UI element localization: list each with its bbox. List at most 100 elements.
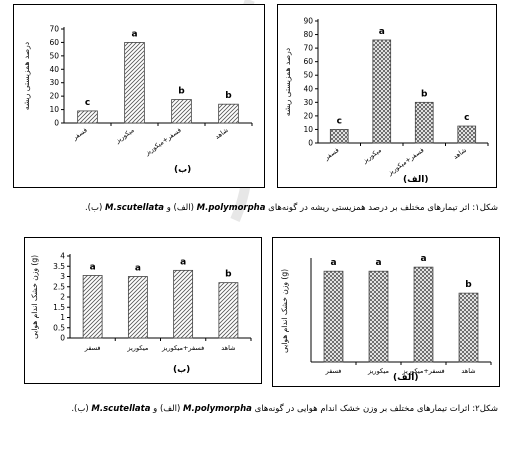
y-tick-label: 0	[60, 334, 65, 343]
x-category-label: شاهد	[461, 367, 475, 375]
significance-letter: a	[379, 27, 385, 37]
significance-letter: b	[421, 89, 428, 99]
x-category-label: فسفر+میکوریز	[143, 126, 183, 157]
x-category-label: فسفر	[70, 126, 88, 142]
bar	[368, 270, 389, 363]
species-a: M.polymorpha	[183, 404, 252, 414]
significance-letter: a	[375, 258, 381, 268]
y-tick-label: 0	[308, 139, 313, 148]
bar	[173, 269, 194, 339]
species-a: M.polymorpha	[196, 203, 266, 213]
species-b: M.scutellata	[91, 404, 151, 414]
y-tick-label: 30	[303, 98, 313, 107]
significance-letter: a	[180, 257, 186, 267]
caption-text: شکل۱: اثر تیمارهای مختلف بر درصد همزیستی…	[268, 203, 498, 213]
x-category-label: فسفر	[84, 344, 101, 352]
y-tick-label: 50	[49, 51, 59, 60]
bar	[77, 110, 98, 124]
y-axis-label: وزن خشک اندام هوایی (g)	[280, 269, 289, 353]
chart-fig1-alef: 0 10 20 30 40 50 60 70 80 90 درصد همزیستی ریشه c فسف…	[283, 17, 489, 177]
bar	[414, 101, 434, 144]
significance-letter: b	[178, 87, 185, 97]
chart-fig1-b: 0 10 20 30 40 50 60 70 درصد همزیستی ریشه c فسفر a می…	[22, 25, 253, 157]
bar	[218, 282, 239, 339]
caption-text: شکل۲: اثرات تیمارهای مختلف بر وزن خشک ان…	[254, 404, 498, 414]
y-tick-label: 60	[49, 38, 59, 47]
x-category-label: میکوریز	[360, 146, 383, 165]
chart-panel-fig2-b: 0 0.5 1 1.5 2 2.5 3 3.5 4 وزن خشک اندام هوایی (g)…	[24, 237, 262, 384]
y-axis-label: درصد همزیستی ریشه	[283, 48, 292, 116]
x-category-label: فسفر+میکوریز	[401, 367, 444, 375]
y-tick-label: 3.5	[53, 262, 65, 271]
y-tick-label: 3	[60, 272, 65, 281]
x-category-label: میکوریز	[113, 126, 136, 145]
significance-letter: a	[90, 262, 96, 272]
x-category-label: میکوریز	[367, 367, 389, 375]
bar	[323, 270, 344, 363]
y-tick-label: 40	[49, 65, 59, 74]
chart-panel-fig2-alef: وزن خشک اندام هوایی (g) a فسفر a میکوریز a فسف…	[272, 237, 500, 387]
panel-label: (ب)	[173, 365, 191, 375]
bar	[127, 276, 148, 339]
y-axis-label: وزن خشک اندام هوایی (g)	[30, 255, 39, 339]
x-category-label: شاهد	[452, 146, 468, 161]
chart-panel-fig1-alef: 0 10 20 30 40 50 60 70 80 90 درصد همزیستی ریشه c فسف…	[277, 4, 497, 188]
y-tick-label: 40	[303, 84, 313, 93]
y-tick-label: 20	[49, 92, 59, 101]
significance-letter: b	[225, 91, 232, 101]
bar	[124, 42, 145, 124]
y-tick-label: 70	[303, 44, 313, 53]
bar	[171, 99, 192, 124]
y-tick-label: 2	[60, 293, 65, 302]
bar	[218, 103, 239, 124]
y-tick-label: 30	[49, 78, 59, 87]
bar	[458, 292, 479, 363]
y-tick-label: 60	[303, 57, 313, 66]
bar	[329, 129, 349, 144]
y-tick-label: 0.5	[53, 323, 65, 332]
y-tick-label: 1.5	[53, 303, 65, 312]
significance-letter: c	[85, 98, 90, 108]
y-tick-label: 10	[49, 105, 59, 114]
figure1-caption: شکل۱: اثر تیمارهای مختلف بر درصد همزیستی…	[85, 203, 498, 213]
x-category-label: میکوریز	[126, 344, 148, 352]
y-tick-label: 0	[54, 119, 59, 128]
y-tick-label: 20	[303, 111, 313, 120]
x-category-label: فسفر	[322, 146, 340, 162]
panel-label: (الف)	[393, 373, 419, 383]
significance-letter: b	[465, 280, 472, 290]
caption-text: (ب).	[71, 404, 89, 414]
caption-text: (الف) و	[153, 404, 181, 414]
caption-text: (الف) و	[166, 203, 194, 213]
chart-fig2-b: 0 0.511.52 2.533.54 وزن خشک اندام هوایی (g)…	[30, 252, 252, 352]
significance-letter: a	[330, 258, 336, 268]
bar	[82, 275, 103, 339]
species-b: M.scutellata	[105, 203, 165, 213]
panel-label: (ب)	[174, 165, 192, 175]
y-tick-label: 1	[60, 313, 65, 322]
y-tick-label: 4	[60, 252, 65, 261]
bar	[457, 125, 477, 144]
y-tick-label: 90	[303, 17, 313, 26]
y-axis-label: درصد همزیستی ریشه	[22, 42, 31, 110]
significance-letter: a	[420, 254, 426, 264]
significance-letter: a	[135, 264, 141, 274]
y-tick-label: 70	[49, 25, 59, 34]
bar	[413, 266, 434, 363]
y-tick-label: 10	[303, 125, 313, 134]
bar	[372, 39, 392, 144]
y-tick-label: 50	[303, 71, 313, 80]
significance-letter: a	[131, 29, 137, 39]
significance-letter: c	[464, 113, 469, 123]
x-category-label: فسفر+میکوریز	[385, 146, 425, 177]
caption-text: (ب).	[84, 203, 103, 213]
x-category-label: فسفر	[325, 367, 342, 375]
significance-letter: b	[225, 270, 232, 280]
panel-label: (الف)	[403, 175, 429, 185]
figure2-caption: شکل۲: اثرات تیمارهای مختلف بر وزن خشک ان…	[71, 404, 498, 414]
y-tick-label: 2.5	[53, 282, 65, 291]
significance-letter: c	[337, 116, 342, 126]
x-category-label: شاهد	[221, 344, 235, 352]
chart-fig2-alef: وزن خشک اندام هوایی (g) a فسفر a میکوریز a فسف…	[280, 254, 492, 375]
x-category-label: شاهد	[213, 126, 229, 141]
